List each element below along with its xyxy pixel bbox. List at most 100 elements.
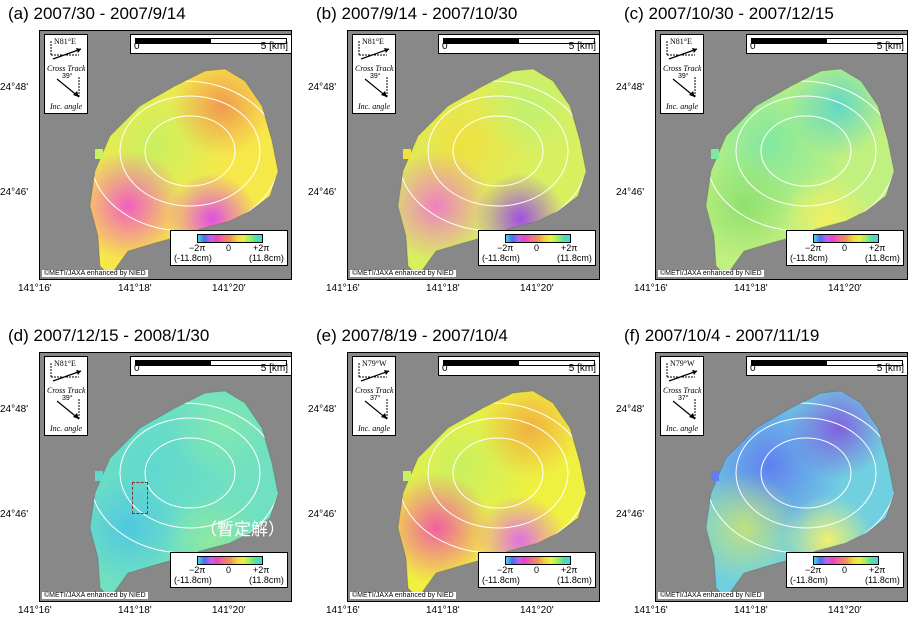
deformation-region [706, 472, 801, 584]
small-islet [95, 471, 103, 481]
credit-text: ©METI/JAXA enhanced by NIED [658, 592, 764, 599]
lon-label: 141°18' [734, 605, 768, 616]
lat-label: 24°48' [308, 404, 337, 415]
inc-angle-label: Inc. angle [358, 102, 390, 111]
satellite-direction-box: N81°E Cross Track 39° Inc. angle [44, 356, 88, 436]
highlight-box [132, 482, 148, 514]
lon-label: 141°20' [520, 605, 554, 616]
interferogram-panel: (f) 2007/10/4 - 2007/11/19 0 5 [km] N79°… [616, 322, 916, 622]
heading-label: N79°W [362, 359, 387, 368]
cbar-max-cm-label: (11.8cm) [557, 253, 592, 263]
lon-label: 141°18' [426, 283, 460, 294]
lon-label: 141°20' [212, 283, 246, 294]
contour-line [144, 437, 236, 509]
cbar-max-label: +2π [561, 243, 578, 253]
scale-km-label: 5 [km] [260, 41, 288, 52]
inc-angle-label: Inc. angle [666, 102, 698, 111]
scale-km-label: 5 [km] [260, 363, 288, 374]
cbar-max-cm-label: (11.8cm) [249, 253, 284, 263]
lon-label: 141°16' [326, 283, 360, 294]
cbar-min-label: −2π [497, 243, 514, 253]
cbar-mid-label: 0 [534, 243, 540, 253]
interferogram-panel: (d) 2007/12/15 - 2008/1/30 0 5 [km] N81°… [0, 322, 300, 622]
phase-colorbar: −2π 0 +2π (-11.8cm) (11.8cm) [786, 552, 904, 588]
cbar-max-label: +2π [253, 565, 270, 575]
cross-track-label: Cross Track [355, 64, 394, 73]
direction-arrows-icon [358, 363, 390, 420]
contour-line [735, 95, 877, 207]
lon-label: 141°16' [326, 605, 360, 616]
small-islet [403, 149, 411, 159]
credit-text: ©METI/JAXA enhanced by NIED [658, 270, 764, 277]
phase-colorbar: −2π 0 +2π (-11.8cm) (11.8cm) [478, 230, 596, 266]
island-outline [705, 68, 895, 277]
direction-arrows-icon [50, 363, 82, 420]
cbar-max-cm-label: (11.8cm) [557, 575, 592, 585]
scale-bar: 0 5 [km] [438, 356, 599, 376]
phase-colorbar: −2π 0 +2π (-11.8cm) (11.8cm) [170, 230, 288, 266]
lon-label: 141°18' [118, 605, 152, 616]
colorbar-gradient [505, 234, 571, 243]
island-outline [705, 390, 895, 599]
lon-label: 141°20' [212, 605, 246, 616]
lon-label: 141°18' [734, 283, 768, 294]
deformation-region [398, 472, 493, 584]
interferogram-panel: (c) 2007/10/30 - 2007/12/15 0 5 [km] N81… [616, 0, 916, 300]
direction-arrows-icon [666, 363, 698, 420]
lon-label: 141°16' [634, 605, 668, 616]
credit-text: ©METI/JAXA enhanced by NIED [42, 270, 148, 277]
scale-bar: 0 5 [km] [438, 34, 599, 54]
small-islet [403, 471, 411, 481]
cbar-max-label: +2π [869, 243, 886, 253]
contour-line [144, 115, 236, 187]
cbar-min-cm-label: (-11.8cm) [174, 575, 212, 585]
cross-track-label: Cross Track [663, 64, 702, 73]
panel-title: (b) 2007/9/14 - 2007/10/30 [316, 4, 518, 23]
island-map [397, 390, 587, 599]
panel-title: (a) 2007/30 - 2007/9/14 [8, 4, 186, 23]
heading-label: N81°E [670, 37, 692, 46]
cbar-min-cm-label: (-11.8cm) [790, 575, 828, 585]
lat-label: 24°46' [616, 187, 645, 198]
cbar-mid-label: 0 [842, 565, 848, 575]
deformation-region [479, 391, 581, 479]
credit-text: ©METI/JAXA enhanced by NIED [42, 592, 148, 599]
contour-line [427, 95, 569, 207]
cbar-min-cm-label: (-11.8cm) [482, 575, 520, 585]
scale-bar: 0 5 [km] [746, 34, 907, 54]
cbar-max-label: +2π [561, 565, 578, 575]
satellite-direction-box: N81°E Cross Track 39° Inc. angle [44, 34, 88, 114]
scale-bar: 0 5 [km] [746, 356, 907, 376]
interferogram-panel: (e) 2007/8/19 - 2007/10/4 0 5 [km] N79°W [308, 322, 608, 622]
credit-text: ©METI/JAXA enhanced by NIED [350, 592, 456, 599]
contour-line [452, 437, 544, 509]
contour-line [760, 115, 852, 187]
deformation-region [479, 69, 581, 157]
satellite-direction-box: N81°E Cross Track 39° Inc. angle [660, 34, 704, 114]
satellite-direction-box: N81°E Cross Track 39° Inc. angle [352, 34, 396, 114]
phase-colorbar: −2π 0 +2π (-11.8cm) (11.8cm) [170, 552, 288, 588]
deformation-region [90, 472, 185, 584]
lon-label: 141°20' [828, 605, 862, 616]
incidence-angle-value: 39° [62, 395, 73, 402]
deformation-region [171, 391, 273, 479]
lon-label: 141°20' [520, 283, 554, 294]
lat-label: 24°48' [616, 404, 645, 415]
lat-label: 24°46' [308, 509, 337, 520]
map-frame: 0 5 [km] N81°E Cross Track 39° Inc. angl… [347, 30, 600, 280]
deformation-region [787, 391, 889, 479]
colorbar-gradient [197, 556, 263, 565]
colorbar-gradient [505, 556, 571, 565]
contour-line [119, 95, 261, 207]
phase-colorbar: −2π 0 +2π (-11.8cm) (11.8cm) [786, 230, 904, 266]
scale-km-label: 5 [km] [568, 363, 596, 374]
satellite-direction-box: N79°W Cross Track 37° Inc. angle [352, 356, 396, 436]
small-islet [711, 149, 719, 159]
colorbar-gradient [813, 234, 879, 243]
interferogram-panel: (a) 2007/30 - 2007/9/14 0 5 [km] N81°E [0, 0, 300, 300]
cbar-min-cm-label: (-11.8cm) [790, 253, 828, 263]
lon-label: 141°16' [18, 605, 52, 616]
colorbar-gradient [813, 556, 879, 565]
incidence-angle-value: 39° [62, 73, 73, 80]
scale-zero-label: 0 [442, 41, 448, 52]
